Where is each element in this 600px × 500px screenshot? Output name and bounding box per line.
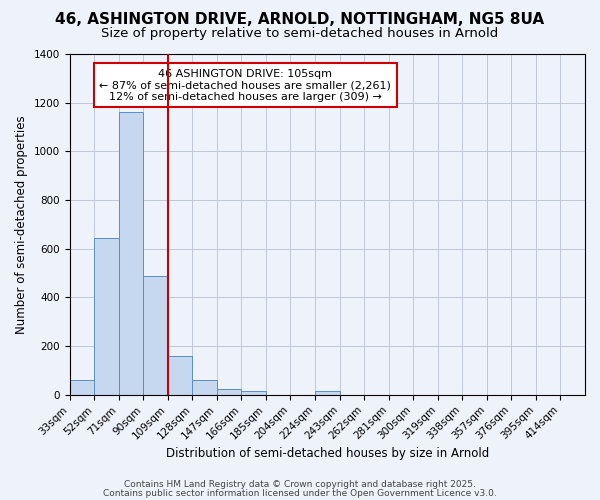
Bar	[217, 389, 241, 395]
Bar	[315, 391, 340, 395]
Bar	[192, 380, 217, 395]
Text: Contains public sector information licensed under the Open Government Licence v3: Contains public sector information licen…	[103, 488, 497, 498]
Text: 46, ASHINGTON DRIVE, ARNOLD, NOTTINGHAM, NG5 8UA: 46, ASHINGTON DRIVE, ARNOLD, NOTTINGHAM,…	[55, 12, 545, 28]
Bar	[143, 276, 168, 395]
X-axis label: Distribution of semi-detached houses by size in Arnold: Distribution of semi-detached houses by …	[166, 447, 489, 460]
Y-axis label: Number of semi-detached properties: Number of semi-detached properties	[15, 115, 28, 334]
Text: 46 ASHINGTON DRIVE: 105sqm
← 87% of semi-detached houses are smaller (2,261)
12%: 46 ASHINGTON DRIVE: 105sqm ← 87% of semi…	[99, 68, 391, 102]
Bar	[168, 356, 192, 395]
Bar	[119, 112, 143, 395]
Bar	[94, 238, 119, 395]
Bar	[70, 380, 94, 395]
Bar	[241, 391, 266, 395]
Text: Size of property relative to semi-detached houses in Arnold: Size of property relative to semi-detach…	[101, 28, 499, 40]
Text: Contains HM Land Registry data © Crown copyright and database right 2025.: Contains HM Land Registry data © Crown c…	[124, 480, 476, 489]
